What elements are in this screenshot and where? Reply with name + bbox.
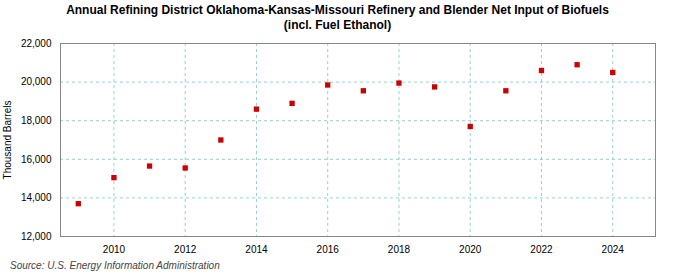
svg-text:2014: 2014 — [245, 244, 268, 255]
svg-text:2018: 2018 — [388, 244, 411, 255]
svg-text:12,000: 12,000 — [21, 231, 52, 242]
svg-text:2010: 2010 — [103, 244, 126, 255]
svg-text:20,000: 20,000 — [21, 76, 52, 87]
svg-text:16,000: 16,000 — [21, 154, 52, 165]
svg-text:2020: 2020 — [459, 244, 482, 255]
svg-text:2012: 2012 — [174, 244, 197, 255]
svg-text:2016: 2016 — [317, 244, 340, 255]
html-text:Annual Refining District Oklah: Annual Refining District Oklahoma-Kansas… — [66, 3, 609, 32]
svg-text:2024: 2024 — [602, 244, 625, 255]
svg-text:18,000: 18,000 — [21, 115, 52, 126]
svg-text:14,000: 14,000 — [21, 192, 52, 203]
svg-text:2022: 2022 — [530, 244, 553, 255]
svg-text:Thousand Barrels: Thousand Barrels — [2, 101, 13, 180]
svg-text:22,000: 22,000 — [21, 38, 52, 49]
html-text:Source: U.S. Energy Informatio: Source: U.S. Energy Information Administ… — [10, 260, 220, 271]
